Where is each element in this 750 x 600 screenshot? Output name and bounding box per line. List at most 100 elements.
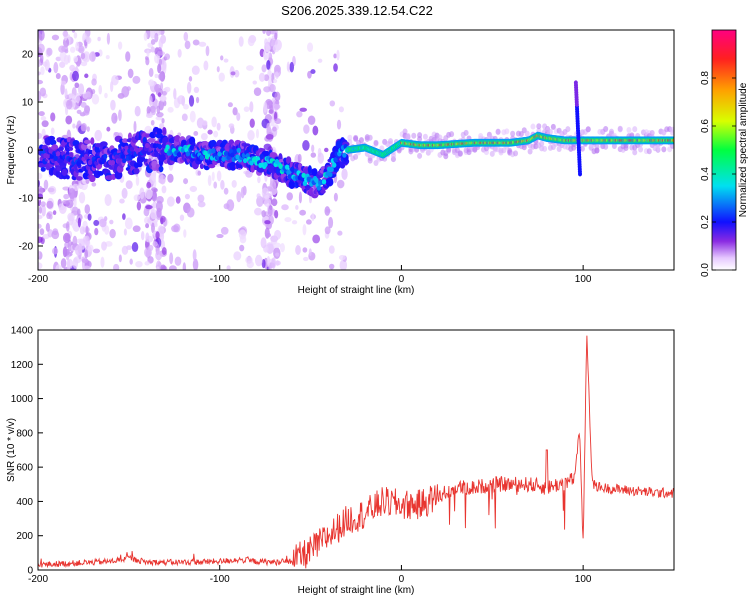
spectrogram-cell <box>97 36 101 42</box>
spectrogram-cell <box>148 67 154 77</box>
spectrogram-cell <box>38 262 43 270</box>
spectrogram-cell <box>256 167 265 173</box>
spectrogram-cell <box>186 207 195 218</box>
spectrogram-cell <box>254 254 263 267</box>
spectrogram-cell <box>274 71 279 79</box>
spectrogram-cell <box>124 217 133 230</box>
spectrogram-cell <box>230 152 235 158</box>
spectrogram-cell <box>53 61 59 74</box>
spectrogram-cell <box>301 172 306 178</box>
spectrogram-cell <box>46 212 51 220</box>
spectrogram-cell <box>324 206 331 216</box>
spectrogram-cell <box>269 180 277 193</box>
spectrogram-cell <box>196 117 205 129</box>
x-tick-label: -100 <box>210 574 230 585</box>
spectrogram-cell <box>261 259 266 269</box>
spectrogram-cell <box>104 225 110 235</box>
spectrogram-cell <box>261 210 266 218</box>
spectrogram-cell <box>585 126 591 133</box>
spectrogram-cell <box>329 100 336 107</box>
spectrogram-cell <box>263 74 270 82</box>
spectrogram-cell <box>151 190 158 202</box>
spectrogram-cell <box>174 256 182 266</box>
spectrogram-cell <box>158 178 166 184</box>
snr-y-ticks: 0 200 400 600 800 1000 1200 1400 <box>11 326 43 577</box>
spectrogram-cell <box>266 30 271 37</box>
spectrogram-cell <box>147 137 156 143</box>
spectrogram-cell <box>84 204 91 215</box>
spectrogram-cell <box>246 65 254 71</box>
spectrogram-cell <box>177 48 182 58</box>
spectrogram-cell <box>265 232 272 238</box>
spectrogram-cell <box>338 254 346 261</box>
spectrogram-cell <box>249 101 254 113</box>
spectrogram-cell <box>281 204 289 211</box>
spectrogram-cell <box>80 61 88 67</box>
snr-panel: -200 -100 0 100 0 200 400 600 800 1000 1200 1400 H… <box>6 326 675 596</box>
spectrogram-cell <box>337 230 343 236</box>
y-tick-label: 200 <box>16 531 33 542</box>
spectrogram-cell <box>201 120 208 126</box>
spectrogram-cell <box>311 168 318 177</box>
spectrogram-cell <box>226 265 231 270</box>
spectrogram-cell <box>240 187 245 199</box>
spectrogram-cell <box>307 42 314 52</box>
spectrogram-cell <box>232 148 238 155</box>
spectrogram-cell <box>158 58 163 66</box>
spectrogram-cell <box>159 95 167 102</box>
y-tick-label: 800 <box>16 428 33 439</box>
spectrogram-cell <box>175 196 181 204</box>
y-tick-label: 20 <box>22 50 34 61</box>
spectrogram-cell <box>670 142 674 149</box>
spectrogram-cell <box>79 226 85 235</box>
spectrogram-cell <box>536 123 542 130</box>
spectrogram-cell <box>199 155 205 161</box>
spectrogram-cell <box>617 126 623 133</box>
spectrogram-cell <box>38 250 41 258</box>
spectrogram-cell <box>71 30 76 33</box>
spectrogram-cell <box>89 174 96 183</box>
spectrogram-cell <box>443 153 449 160</box>
spectrogram-cell <box>145 232 150 243</box>
spectrogram-cell <box>152 201 157 209</box>
spectrogram-cell <box>291 220 298 225</box>
spectrogram-cell <box>84 73 89 79</box>
y-tick-label: 0 <box>27 146 33 157</box>
spectrogram-cell <box>312 125 319 136</box>
spectrogram-cell <box>38 180 41 188</box>
spectrogram-cell <box>457 150 463 157</box>
spectrogram-cell <box>184 193 191 200</box>
spectrogram-cell <box>308 248 312 257</box>
spectrogram-cell <box>66 258 71 270</box>
spectrogram-cell <box>285 156 292 164</box>
spectrogram-cell <box>150 208 158 220</box>
spectrogram-cell <box>42 61 48 67</box>
spectrogram-cell <box>216 66 220 73</box>
spectrogram-cell <box>51 34 60 41</box>
y-tick-label: 0 <box>27 566 33 577</box>
spectrogram-cell <box>296 111 303 118</box>
snr-x-ticks: -200 -100 0 100 <box>28 565 592 585</box>
colorbar-tick-label: 0.8 <box>700 71 711 85</box>
spectrogram-cell <box>80 52 86 60</box>
spectrogram-cell <box>77 45 85 54</box>
spectrogram-cell <box>247 36 255 47</box>
spectrogram-cell <box>311 212 315 222</box>
spectrogram-cell <box>58 203 66 211</box>
spectrogram-cell <box>316 185 322 191</box>
spectrogram-cell <box>302 224 307 236</box>
spectrogram-cell <box>117 158 122 164</box>
spectrogram-cell <box>236 190 242 203</box>
spectrogram-cell <box>151 172 157 181</box>
spectrogram-cell <box>524 130 530 137</box>
spectrogram-cell <box>72 70 79 82</box>
spectrogram-cell <box>274 229 282 240</box>
spectrogram-cell <box>661 146 667 153</box>
spectrogram-cell <box>134 105 141 117</box>
spectrogram-cell <box>145 223 150 229</box>
spectrogram-cell <box>151 108 156 116</box>
spectrogram-cell <box>339 259 348 270</box>
spectrogram-cell <box>314 177 319 184</box>
spectrogram-cell <box>177 95 186 105</box>
spectrogram-cell <box>183 178 189 185</box>
